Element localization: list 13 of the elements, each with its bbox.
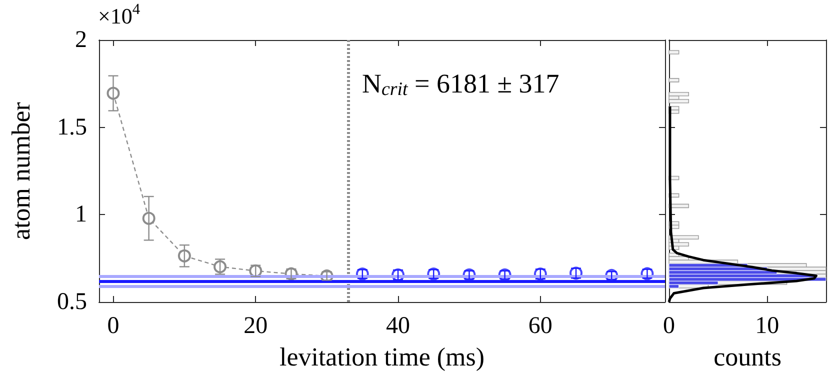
x-tick-label: 0 — [663, 313, 675, 339]
x-tick-label: 10 — [755, 313, 780, 339]
x-tick-label: 0 — [107, 313, 120, 339]
x-axis-title: counts — [714, 342, 782, 372]
x-tick-label: 40 — [386, 313, 410, 339]
x-axis-title: levitation time (ms) — [279, 342, 485, 372]
y-tick-label: 0.5 — [57, 289, 87, 315]
x-tick-label: 20 — [244, 313, 268, 339]
x-tick-label: 60 — [528, 313, 552, 339]
y-tick-label: 1 — [75, 202, 87, 228]
y-tick-label: 1.5 — [57, 114, 87, 140]
y-tick-label: 2 — [75, 27, 87, 53]
y-axis-title: atom number — [6, 102, 36, 240]
